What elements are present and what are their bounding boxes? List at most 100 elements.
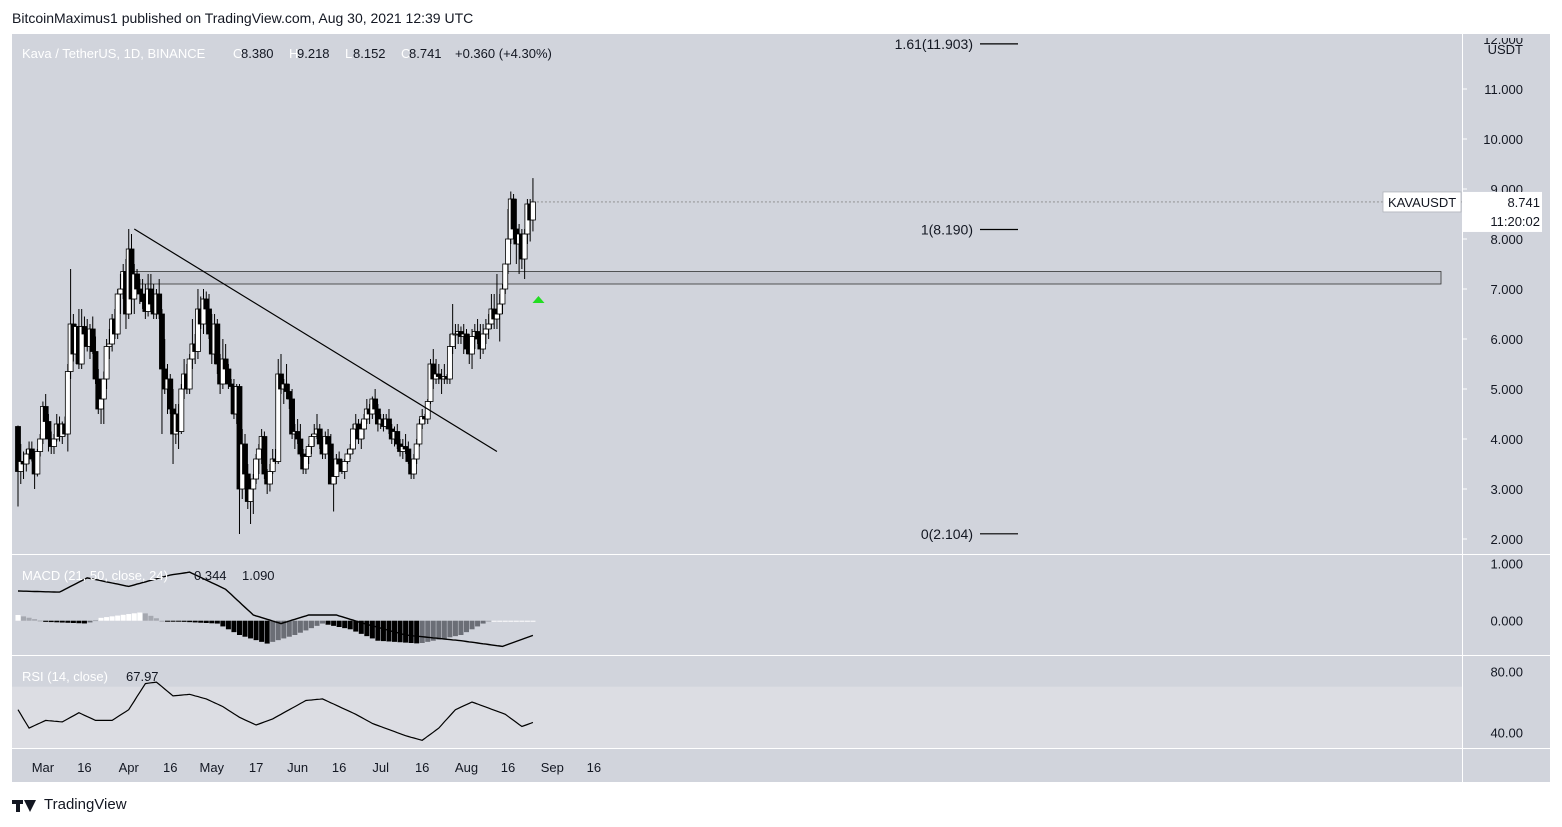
candle-down xyxy=(159,313,165,370)
macd-histogram-bar xyxy=(347,620,353,630)
macd-histogram-bar xyxy=(519,620,525,622)
macd-histogram-bar xyxy=(342,620,348,629)
candle-down xyxy=(222,358,229,370)
macd-histogram-bar xyxy=(98,617,104,621)
macd-legend-value: 1.090 xyxy=(242,568,275,583)
price-axis-label: 7.000 xyxy=(1490,282,1523,297)
macd-histogram-bar xyxy=(21,616,27,621)
time-axis-label: Jul xyxy=(372,760,389,775)
time-axis-bg xyxy=(12,748,1462,782)
candle-up xyxy=(250,478,257,490)
candle-down xyxy=(242,443,248,475)
macd-histogram-bar xyxy=(513,620,519,622)
trading-chart-svg[interactable]: 1.61(11.903) 1(8.190) 0(2.104) 2.000 3.000 4.… xyxy=(12,34,1550,782)
time-axis-label: 16 xyxy=(332,760,346,775)
rsi-legend-value: 67.97 xyxy=(126,669,159,684)
candle-up xyxy=(64,371,71,435)
candle-down xyxy=(156,293,163,315)
candle-down xyxy=(261,436,268,475)
candle-up xyxy=(358,428,365,440)
macd-histogram-bar xyxy=(358,620,364,634)
macd-histogram-bar xyxy=(209,620,215,624)
candle-down xyxy=(134,273,140,290)
macd-histogram-bar xyxy=(314,620,320,626)
candle-down xyxy=(89,328,96,352)
publish-info: BitcoinMaximus1 published on TradingView… xyxy=(12,10,474,26)
candle-up xyxy=(330,476,337,485)
macd-histogram-bar xyxy=(248,620,254,639)
price-axis-label: 8.000 xyxy=(1490,232,1523,247)
macd-histogram-bar xyxy=(430,620,436,641)
macd-legend-histogram: 0.344 xyxy=(194,568,227,583)
rsi-legend-label: RSI (14, close) xyxy=(22,669,108,684)
macd-histogram-bar xyxy=(153,618,159,621)
candle-up xyxy=(267,471,273,485)
candle-up xyxy=(253,458,259,480)
macd-histogram-bar xyxy=(148,615,154,621)
macd-histogram-bar xyxy=(225,620,231,630)
macd-histogram-bar xyxy=(403,620,409,643)
time-axis-label: 17 xyxy=(249,760,263,775)
fib-level-label: 1(8.190) xyxy=(921,222,973,238)
macd-histogram-bar xyxy=(259,620,265,642)
legend-close-label: C xyxy=(401,46,410,61)
macd-histogram-bar xyxy=(524,620,530,622)
macd-histogram-bar xyxy=(292,620,298,635)
descending-trendline xyxy=(133,228,498,453)
macd-histogram-bar xyxy=(353,620,359,632)
macd-histogram-bar xyxy=(441,620,447,639)
macd-histogram-bar xyxy=(320,620,326,624)
macd-histogram-bar xyxy=(491,620,497,622)
macd-histogram-bar xyxy=(198,620,204,623)
chart-frame[interactable]: 1.61(11.903) 1(8.190) 0(2.104) 2.000 3.000 4.… xyxy=(12,34,1550,782)
candle-up xyxy=(186,358,193,390)
macd-histogram-bar xyxy=(76,620,82,624)
symbol-tag xyxy=(1382,191,1462,213)
macd-histogram-bar xyxy=(170,620,176,622)
candle-down xyxy=(394,431,401,445)
fib-level-label: 1.61(11.903) xyxy=(895,36,973,52)
macd-histogram-bar xyxy=(109,616,115,621)
candle-up xyxy=(34,451,41,475)
macd-histogram-bar xyxy=(104,617,110,621)
macd-histogram-bar xyxy=(231,620,237,633)
macd-histogram-bar xyxy=(331,620,337,626)
signal-up-arrow-icon xyxy=(532,296,545,303)
candle-down xyxy=(294,431,301,440)
candle-down xyxy=(474,331,481,340)
candle-up xyxy=(480,333,487,350)
candle-down xyxy=(139,293,146,302)
candle-down xyxy=(136,288,143,295)
candle-up xyxy=(505,238,511,265)
price-axis-label: 4.000 xyxy=(1490,432,1523,447)
candle-up xyxy=(496,303,503,315)
time-axis-label: Jun xyxy=(287,760,308,775)
macd-histogram-bar xyxy=(115,615,121,621)
candle-up xyxy=(23,453,30,465)
macd-histogram-bar xyxy=(447,620,453,638)
candle-up xyxy=(100,378,107,400)
macd-histogram-bar xyxy=(303,620,309,631)
price-axis-currency: USDT xyxy=(1488,42,1523,57)
macd-histogram-bar xyxy=(286,620,292,637)
price-pane-bg xyxy=(12,34,1462,554)
legend-low-label: L xyxy=(345,46,352,61)
macd-histogram-bar xyxy=(325,620,331,625)
candle-up xyxy=(361,418,367,430)
price-axis-label: 2.000 xyxy=(1490,532,1523,547)
candle-up xyxy=(494,313,500,320)
candle-up xyxy=(502,263,509,290)
candle-up xyxy=(521,233,528,260)
resistance-zone xyxy=(129,271,1442,285)
candle-up xyxy=(347,448,354,455)
macd-histogram-bar xyxy=(192,620,198,623)
macd-histogram-bar xyxy=(508,620,514,622)
macd-histogram-bar xyxy=(497,620,503,622)
candle-up xyxy=(530,201,536,221)
macd-histogram-bar xyxy=(469,620,475,630)
time-axis-label: Sep xyxy=(541,760,564,775)
macd-histogram-bar xyxy=(486,620,492,622)
macd-histogram-bar xyxy=(65,620,71,623)
price-axis-label: 10.000 xyxy=(1483,132,1523,147)
macd-histogram-bar xyxy=(48,620,54,623)
